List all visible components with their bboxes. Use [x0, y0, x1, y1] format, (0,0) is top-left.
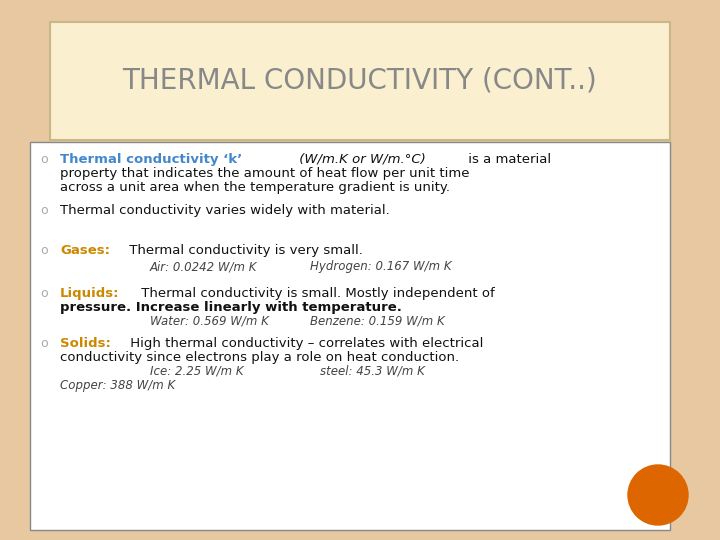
Text: o: o	[40, 287, 48, 300]
Text: o: o	[40, 204, 48, 217]
Text: THERMAL CONDUCTIVITY (CONT..): THERMAL CONDUCTIVITY (CONT..)	[122, 66, 598, 94]
Text: across a unit area when the temperature gradient is unity.: across a unit area when the temperature …	[60, 181, 450, 194]
Text: Liquids:: Liquids:	[60, 287, 120, 300]
Circle shape	[628, 465, 688, 525]
Text: o: o	[40, 244, 48, 257]
Text: Thermal conductivity is very small.: Thermal conductivity is very small.	[125, 244, 362, 257]
Text: Thermal conductivity varies widely with material.: Thermal conductivity varies widely with …	[60, 204, 390, 217]
Text: Ice: 2.25 W/m K: Ice: 2.25 W/m K	[150, 365, 243, 378]
Text: pressure. Increase linearly with temperature.: pressure. Increase linearly with tempera…	[60, 301, 402, 314]
Text: Benzene: 0.159 W/m K: Benzene: 0.159 W/m K	[310, 315, 445, 328]
FancyBboxPatch shape	[30, 142, 670, 530]
Text: steel: 45.3 W/m K: steel: 45.3 W/m K	[320, 365, 425, 378]
Text: o: o	[40, 337, 48, 350]
Text: Thermal conductivity ‘k’: Thermal conductivity ‘k’	[60, 153, 242, 166]
Text: Thermal conductivity is small. Mostly independent of: Thermal conductivity is small. Mostly in…	[137, 287, 495, 300]
Text: Water: 0.569 W/m K: Water: 0.569 W/m K	[150, 315, 269, 328]
Text: Hydrogen: 0.167 W/m K: Hydrogen: 0.167 W/m K	[310, 260, 451, 273]
Text: property that indicates the amount of heat flow per unit time: property that indicates the amount of he…	[60, 167, 469, 180]
Text: Copper: 388 W/m K: Copper: 388 W/m K	[60, 379, 175, 392]
Text: High thermal conductivity – correlates with electrical: High thermal conductivity – correlates w…	[126, 337, 483, 350]
Text: o: o	[40, 153, 48, 166]
Text: Gases:: Gases:	[60, 244, 110, 257]
Text: is a material: is a material	[464, 153, 551, 166]
Text: (W/m.K or W/m.°C): (W/m.K or W/m.°C)	[295, 153, 426, 166]
Text: Solids:: Solids:	[60, 337, 111, 350]
Text: conductivity since electrons play a role on heat conduction.: conductivity since electrons play a role…	[60, 351, 459, 364]
FancyBboxPatch shape	[50, 22, 670, 140]
Text: Air: 0.0242 W/m K: Air: 0.0242 W/m K	[150, 260, 258, 273]
